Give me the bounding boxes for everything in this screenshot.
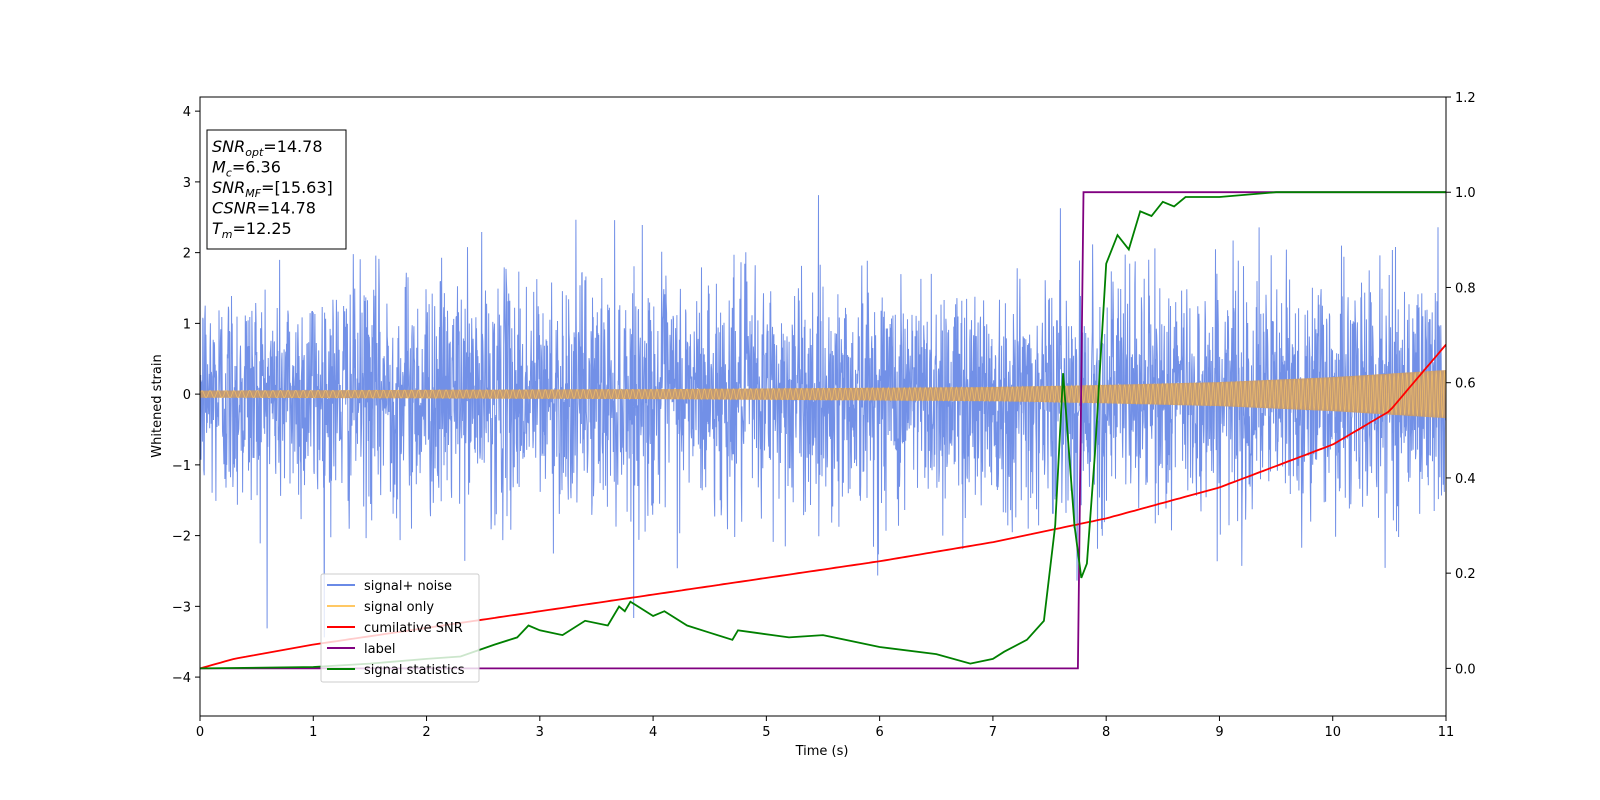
y-right-tick-label: 0.0 [1455, 662, 1476, 677]
y-right-tick-label: 0.2 [1455, 567, 1476, 582]
x-tick-label: 8 [1102, 725, 1110, 740]
annotation-line: CSNR=14.78 [212, 199, 316, 218]
y-left-tick-label: 1 [183, 317, 191, 332]
y-left-tick-label: 0 [183, 388, 191, 403]
signal-only-line [200, 370, 1446, 418]
x-tick-label: 5 [762, 725, 770, 740]
annotation-box-frame [206, 129, 347, 250]
signal-plus-noise-line [200, 195, 1446, 638]
y-axis-label: Whitened strain [150, 354, 165, 457]
annotation-line: SNRopt=14.78 [212, 137, 323, 159]
y-left-tick-label: 4 [183, 105, 191, 120]
signal-statistics-line [200, 191, 1446, 670]
y-right-tick-label: 0.4 [1455, 472, 1476, 487]
signal-only-band [200, 370, 1446, 419]
x-tick-label: 0 [196, 725, 204, 740]
y-left-tick-label: −1 [172, 459, 191, 474]
annotation-line: SNRMF=[15.63] [212, 178, 333, 200]
y-right-tick-label: 1.2 [1455, 91, 1476, 106]
legend-label: signal+ noise [364, 579, 452, 594]
legend-label: signal statistics [364, 663, 465, 678]
y-left-tick-label: −2 [172, 530, 191, 545]
x-tick-label: 7 [989, 725, 997, 740]
x-axis-label: Time (s) [795, 744, 849, 759]
legend-label: label [364, 642, 395, 657]
y-left-tick-label: −3 [172, 600, 191, 615]
x-tick-label: 11 [1438, 725, 1455, 740]
annotation-line: Mc=6.36 [212, 158, 281, 180]
y-right-tick-label: 0.8 [1455, 281, 1476, 296]
y-left-tick-label: −4 [172, 671, 191, 686]
legend-frame [320, 573, 480, 683]
legend-label: signal only [364, 600, 434, 615]
x-tick-label: 3 [536, 725, 544, 740]
annotation-box: SNRopt=14.78Mc=6.36SNRMF=[15.63]CSNR=14.… [206, 129, 347, 250]
x-tick-label: 1 [309, 725, 317, 740]
y-left-tick-label: 3 [183, 176, 191, 191]
x-tick-label: 10 [1324, 725, 1341, 740]
x-tick-label: 4 [649, 725, 657, 740]
x-tick-label: 9 [1215, 725, 1223, 740]
legend: signal+ noise signal only cumilative SNR la… [320, 573, 480, 683]
x-tick-label: 2 [422, 725, 430, 740]
x-axis: 0 1 2 3 4 5 6 7 8 9 10 11 [196, 716, 1454, 740]
plot-frame [199, 96, 1447, 717]
x-tick-label: 6 [875, 725, 883, 740]
y-axis-right: 0.0 0.2 0.4 0.6 0.8 1.0 1.2 [1446, 91, 1476, 677]
label-line [200, 191, 1446, 670]
y-left-tick-label: 2 [183, 247, 191, 262]
y-axis-left: −4 −3 −2 −1 0 1 2 3 4 [172, 105, 200, 686]
y-right-tick-label: 1.0 [1455, 186, 1476, 201]
y-right-tick-label: 0.6 [1455, 377, 1476, 392]
annotation-line: Tm=12.25 [212, 219, 292, 241]
legend-label: cumilative SNR [364, 621, 463, 636]
